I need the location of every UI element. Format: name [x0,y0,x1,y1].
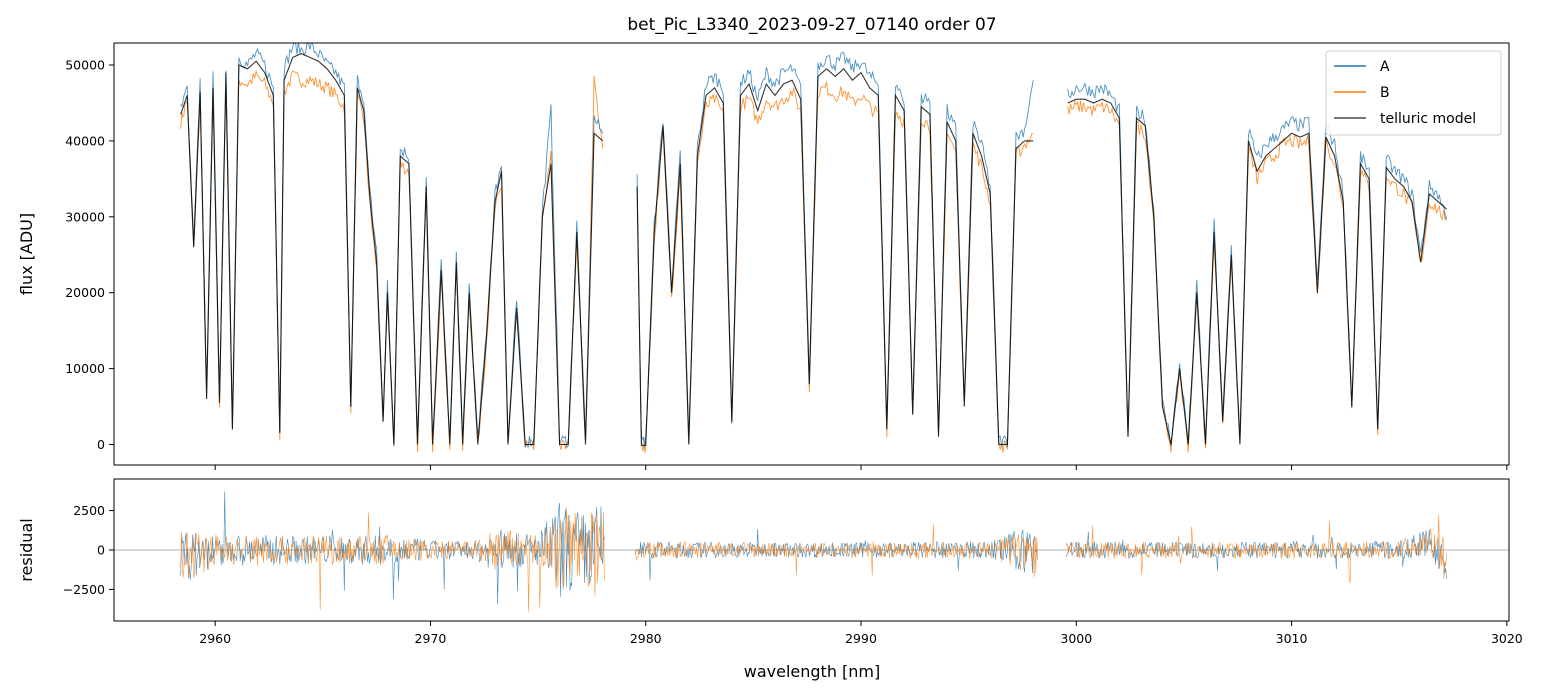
flux-y-tick-label: 20000 [65,285,105,300]
series-telluric-model-segment-1 [636,67,1034,446]
flux-y-tick-label: 10000 [65,361,105,376]
x-tick-label: 2980 [630,631,662,646]
residual-y-tick-label: 0 [97,543,105,558]
residual-y-axis-label: residual [17,518,36,581]
flux-y-tick-label: 40000 [65,133,105,148]
legend: A B telluric model [1325,50,1502,136]
flux-axes-frame [113,42,1510,466]
chart-title: bet_Pic_L3340_2023-09-27_07140 order 07 [627,15,996,35]
residual-y-tick-label: −2500 [63,582,105,597]
residual-series-B [180,507,1447,612]
series-B-segment-2 [1067,100,1448,453]
legend-box [1325,50,1502,136]
x-tick-label: 2970 [415,631,447,646]
series-A-segment-1 [636,51,1034,448]
flux-y-tick-label: 50000 [65,58,105,73]
flux-axis-ticks: 0 10000 20000 30000 40000 50000 [65,58,1508,470]
flux-plot-area [180,43,1448,453]
x-tick-label: 2960 [199,631,231,646]
x-tick-label: 3010 [1276,631,1308,646]
x-axis-label: wavelength [nm] [744,662,881,681]
x-tick-label: 3000 [1060,631,1092,646]
legend-label-A: A [1380,59,1390,75]
series-telluric-model-segment-2 [1067,98,1447,445]
flux-y-tick-label: 0 [97,437,105,452]
residual-axis-ticks: 2960 2970 2980 2990 3000 3010 3020 −2500 0 2500 [63,503,1523,646]
series-telluric-model-segment-0 [180,52,604,446]
flux-y-axis-label: flux [ADU] [17,213,36,295]
series-B-segment-1 [636,81,1034,453]
flux-y-tick-label: 30000 [65,209,105,224]
legend-label-B: B [1380,85,1390,101]
x-tick-label: 3020 [1491,631,1523,646]
residual-plot-area [114,491,1509,612]
series-A-segment-2 [1067,82,1447,447]
residual-y-tick-label: 2500 [73,503,105,518]
x-tick-label: 2990 [845,631,877,646]
legend-label-model: telluric model [1380,111,1476,127]
